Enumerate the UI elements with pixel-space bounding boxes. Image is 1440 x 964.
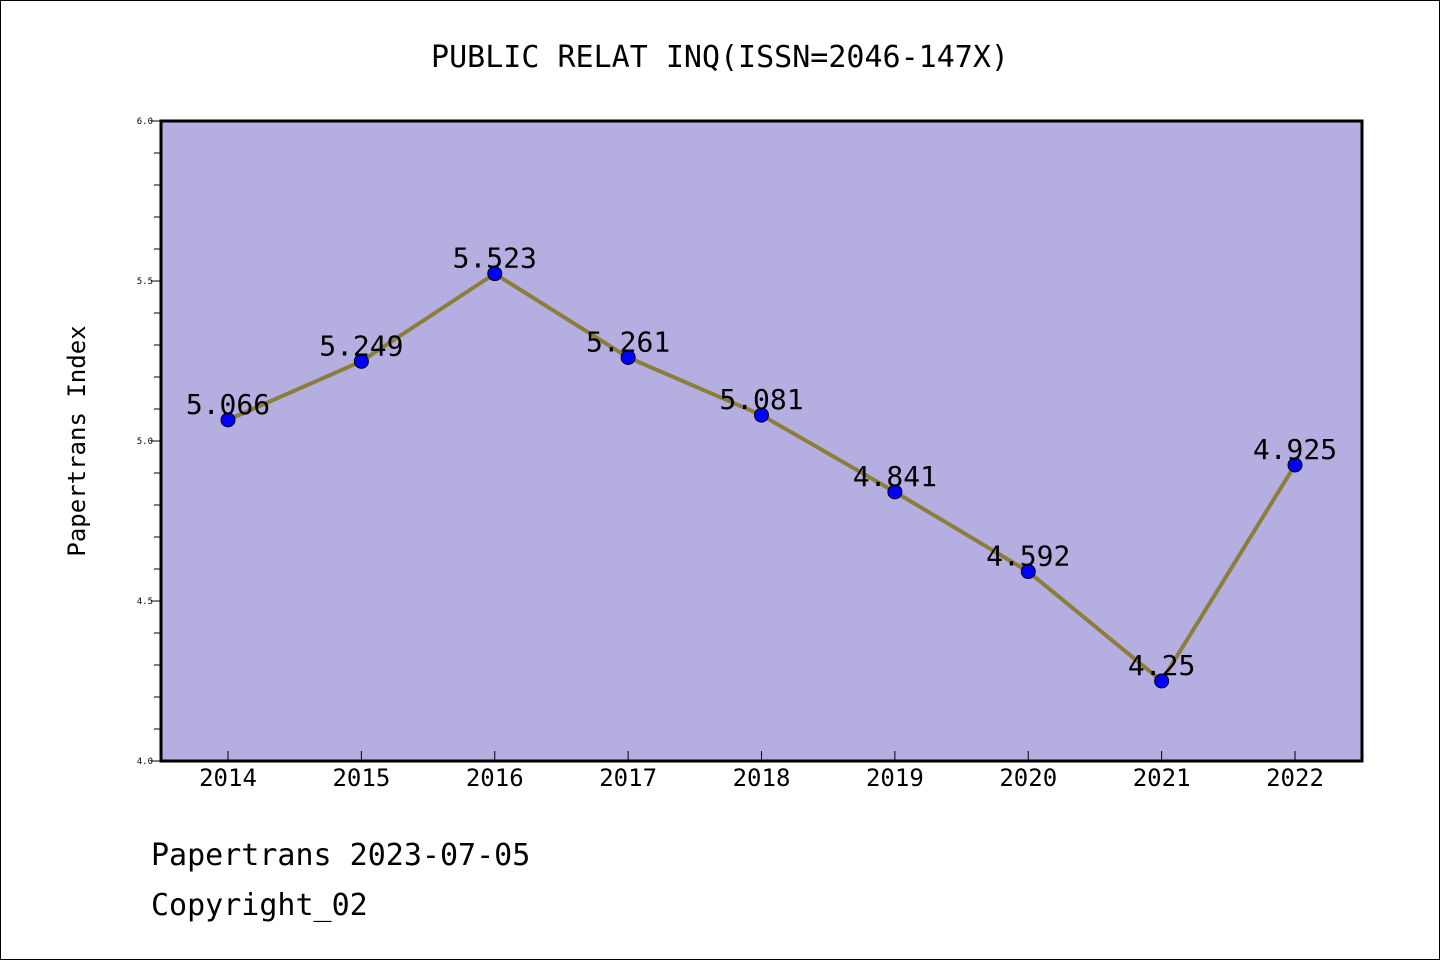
x-tick-label: 2016 bbox=[466, 764, 524, 792]
x-tick-label: 2020 bbox=[999, 764, 1057, 792]
y-axis-label: Papertrans Index bbox=[63, 325, 91, 556]
data-point bbox=[1020, 564, 1036, 580]
y-axis: 4.0 4.5 5.0 5.5 6.0 bbox=[137, 117, 161, 767]
data-label: 5.066 bbox=[186, 388, 270, 421]
data-label: 5.261 bbox=[586, 325, 670, 358]
y-tick-label: 4.5 bbox=[137, 597, 153, 607]
chart-title: PUBLIC RELAT INQ(ISSN=2046-147X) bbox=[431, 40, 1009, 75]
y-tick-label: 4.0 bbox=[137, 757, 153, 767]
x-tick-label: 2014 bbox=[199, 764, 257, 792]
x-tick-label: 2021 bbox=[1133, 764, 1191, 792]
series-layer: 5.066 5.249 5.523 5.261 5.081 4.841 4.592 4.25 4… bbox=[186, 242, 1337, 689]
data-label: 4.841 bbox=[853, 460, 937, 493]
x-axis: 2014 2015 2016 2017 2018 2019 2020 2021 2022 bbox=[199, 751, 1324, 792]
data-point bbox=[620, 349, 636, 365]
footer-copyright: Copyright_02 bbox=[151, 888, 368, 923]
data-label: 4.592 bbox=[986, 540, 1070, 573]
data-label: 4.25 bbox=[1128, 649, 1195, 682]
data-point bbox=[220, 412, 236, 428]
data-point bbox=[754, 407, 769, 423]
data-label: 5.249 bbox=[319, 329, 403, 362]
data-label: 5.523 bbox=[453, 242, 537, 275]
data-label: 5.081 bbox=[719, 383, 803, 416]
x-tick-label: 2022 bbox=[1266, 764, 1324, 792]
data-point bbox=[1154, 673, 1170, 689]
data-point bbox=[887, 484, 903, 500]
footer-date: Papertrans 2023-07-05 bbox=[151, 838, 530, 873]
x-tick-label: 2017 bbox=[599, 764, 657, 792]
data-point bbox=[487, 266, 503, 282]
plot-area bbox=[159, 119, 1364, 763]
data-label: 4.925 bbox=[1253, 433, 1337, 466]
y-tick-label: 5.0 bbox=[137, 437, 153, 447]
data-point bbox=[353, 353, 369, 369]
x-tick-label: 2019 bbox=[866, 764, 924, 792]
data-point bbox=[1287, 457, 1303, 473]
x-tick-label: 2018 bbox=[733, 764, 791, 792]
x-tick-label: 2015 bbox=[332, 764, 390, 792]
y-tick-label: 6.0 bbox=[137, 117, 153, 127]
y-tick-label: 5.5 bbox=[137, 277, 153, 287]
